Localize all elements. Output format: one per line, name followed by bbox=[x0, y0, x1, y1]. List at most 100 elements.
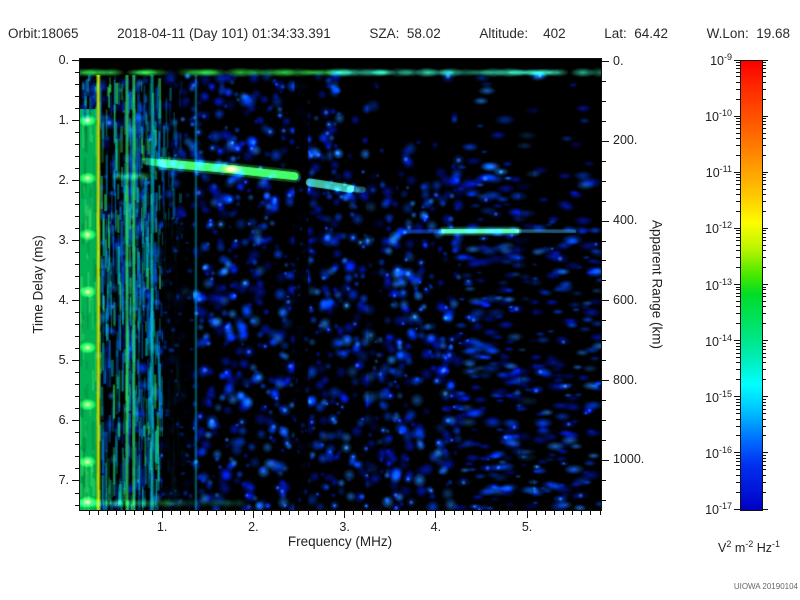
colorbar-major-tick bbox=[762, 284, 768, 285]
colorbar-major-tick bbox=[734, 171, 740, 173]
y2-axis-tick-label: 0. bbox=[613, 53, 624, 68]
y-axis-major-tick bbox=[72, 120, 79, 122]
colorbar-tick-label: 10-13 bbox=[705, 276, 732, 293]
colorbar-minor-tick bbox=[736, 469, 740, 471]
colorbar-minor-tick bbox=[736, 230, 740, 232]
y-axis-tick-label: 7. bbox=[58, 472, 69, 487]
credit-label: UIOWA 20190104 bbox=[733, 582, 798, 591]
colorbar-minor-tick bbox=[762, 188, 766, 190]
colorbar-major-tick bbox=[734, 340, 740, 342]
colorbar-minor-tick bbox=[762, 267, 766, 269]
y-axis-minor-tick bbox=[75, 108, 79, 110]
colorbar-minor-tick bbox=[736, 464, 740, 466]
y2-axis-minor-tick bbox=[602, 180, 606, 182]
colorbar-minor-tick bbox=[762, 469, 766, 471]
y-axis-minor-tick bbox=[75, 228, 79, 230]
colorbar-minor-tick bbox=[762, 461, 766, 463]
y2-axis-minor-tick bbox=[602, 280, 606, 282]
colorbar-minor-tick bbox=[762, 98, 766, 100]
colorbar-minor-tick bbox=[762, 313, 766, 315]
colorbar-minor-tick bbox=[736, 306, 740, 308]
colorbar-minor-tick bbox=[762, 474, 766, 476]
colorbar-minor-tick bbox=[736, 313, 740, 315]
x-axis-minor-tick bbox=[444, 511, 446, 515]
colorbar-minor-tick bbox=[736, 188, 740, 190]
y2-axis-minor-tick bbox=[602, 320, 606, 322]
colorbar-minor-tick bbox=[736, 425, 740, 427]
colorbar-minor-tick bbox=[736, 68, 740, 70]
x-axis-minor-tick bbox=[134, 511, 136, 515]
y-axis-major-tick bbox=[72, 60, 79, 61]
sza-label: SZA: 58.02 bbox=[369, 26, 441, 41]
colorbar-minor-tick bbox=[736, 418, 740, 420]
x-axis-minor-tick bbox=[325, 511, 327, 515]
y-axis-minor-tick bbox=[75, 192, 79, 194]
y-axis-minor-tick bbox=[75, 432, 79, 434]
x-axis-minor-tick bbox=[407, 511, 409, 515]
colorbar-major-tick bbox=[734, 59, 740, 61]
colorbar-minor-tick bbox=[736, 128, 740, 130]
y-axis-tick-label: 4. bbox=[58, 292, 69, 307]
x-axis-minor-tick bbox=[490, 511, 492, 515]
colorbar-minor-tick bbox=[736, 194, 740, 196]
y-axis-major-tick bbox=[72, 300, 79, 302]
x-axis-minor-tick bbox=[380, 511, 382, 515]
x-axis-minor-tick bbox=[289, 511, 291, 515]
colorbar-minor-tick bbox=[762, 342, 766, 344]
y-axis-minor-tick bbox=[75, 336, 79, 338]
x-axis-minor-tick bbox=[563, 511, 565, 515]
x-axis-minor-tick bbox=[544, 511, 546, 515]
colorbar-minor-tick bbox=[762, 132, 766, 134]
colorbar-minor-tick bbox=[762, 118, 766, 120]
colorbar-minor-tick bbox=[736, 491, 740, 493]
colorbar-minor-tick bbox=[762, 289, 766, 291]
y-axis-tick-label: 2. bbox=[58, 172, 69, 187]
colorbar-minor-tick bbox=[736, 289, 740, 291]
colorbar-minor-tick bbox=[736, 98, 740, 100]
y-axis-tick-label: 1. bbox=[58, 112, 69, 127]
x-axis-minor-tick bbox=[389, 511, 391, 515]
y2-axis-minor-tick bbox=[602, 160, 606, 162]
colorbar-major-tick bbox=[762, 508, 768, 510]
colorbar-major-tick bbox=[734, 227, 740, 229]
colorbar-minor-tick bbox=[762, 404, 766, 406]
x-axis-minor-tick bbox=[353, 511, 355, 515]
x-axis-minor-tick bbox=[535, 511, 537, 515]
colorbar-minor-tick bbox=[736, 362, 740, 364]
y-axis-minor-tick bbox=[75, 276, 79, 278]
header-info: Orbit:18065 2018-04-11 (Day 101) 01:34:3… bbox=[8, 26, 790, 41]
colorbar-major-tick bbox=[734, 115, 740, 117]
colorbar-minor-tick bbox=[762, 491, 766, 493]
y2-axis-major-tick bbox=[602, 140, 609, 142]
x-axis-minor-tick bbox=[271, 511, 273, 515]
colorbar-minor-tick bbox=[736, 154, 740, 156]
x-axis-tick-label: 1. bbox=[156, 520, 168, 534]
colorbar-minor-tick bbox=[762, 292, 766, 294]
colorbar-minor-tick bbox=[736, 201, 740, 203]
colorbar-minor-tick bbox=[736, 233, 740, 235]
colorbar-tick-label: 10-17 bbox=[705, 501, 732, 518]
y-axis-minor-tick bbox=[75, 408, 79, 410]
x-axis-minor-tick bbox=[553, 511, 555, 515]
colorbar-minor-tick bbox=[736, 257, 740, 259]
y-axis-minor-tick bbox=[75, 384, 79, 386]
colorbar-major-tick bbox=[734, 396, 740, 398]
x-axis-major-tick bbox=[526, 511, 528, 518]
colorbar-tick-label: 10-12 bbox=[705, 220, 732, 237]
altitude-label: Altitude: 402 bbox=[479, 26, 566, 41]
colorbar-minor-tick bbox=[736, 240, 740, 242]
colorbar-minor-tick bbox=[762, 233, 766, 235]
y2-axis-minor-tick bbox=[602, 499, 606, 501]
x-axis-minor-tick bbox=[334, 511, 336, 515]
colorbar-tick-label: 10-10 bbox=[705, 108, 732, 125]
x-axis-minor-tick bbox=[453, 511, 455, 515]
colorbar-minor-tick bbox=[736, 81, 740, 83]
x-axis-minor-tick bbox=[88, 511, 90, 515]
colorbar-minor-tick bbox=[736, 76, 740, 78]
x-axis-minor-tick bbox=[307, 511, 309, 515]
colorbar-minor-tick bbox=[736, 292, 740, 294]
y-axis-tick-label: 3. bbox=[58, 232, 69, 247]
colorbar-major-tick bbox=[734, 284, 740, 285]
colorbar-minor-tick bbox=[736, 323, 740, 325]
